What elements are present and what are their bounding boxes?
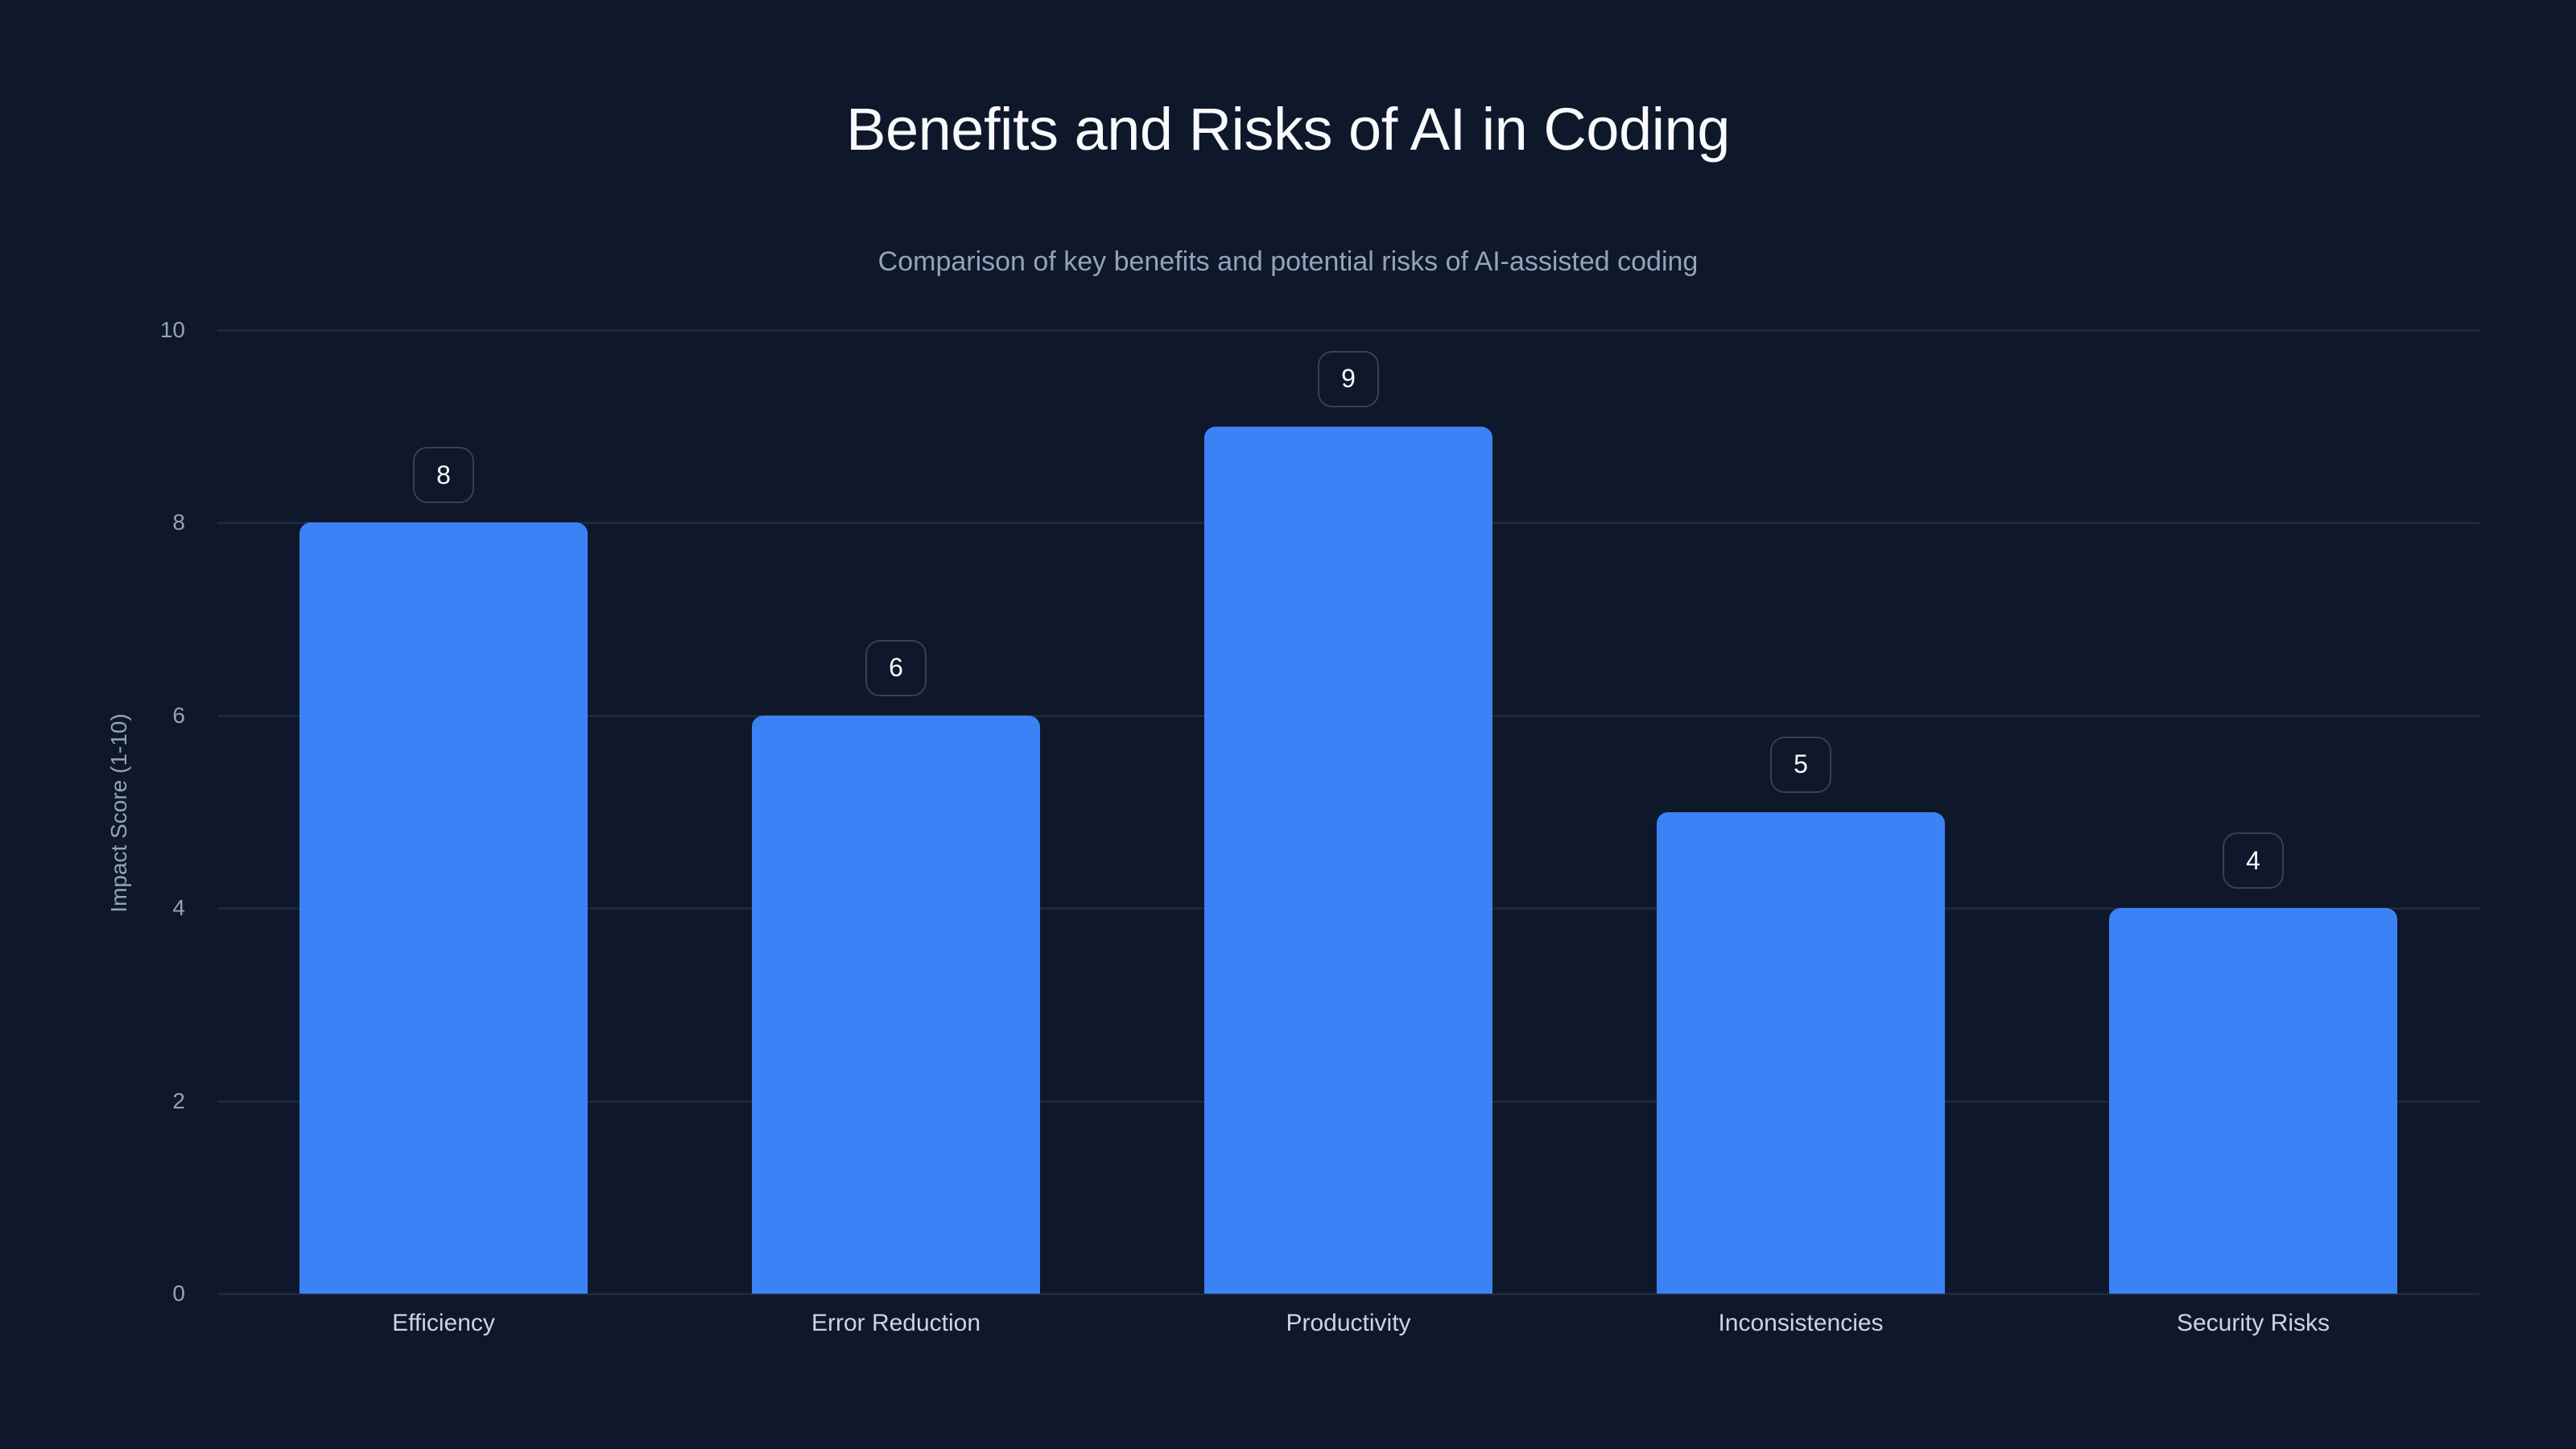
chart-subtitle: Comparison of key benefits and potential… — [877, 246, 1699, 277]
chart-title: Benefits and Risks of AI in Coding — [846, 96, 1730, 163]
value-label-badge: 6 — [865, 639, 927, 696]
bar-group: 4 — [2109, 330, 2397, 1294]
gridline — [217, 329, 2479, 332]
x-tick-label: Inconsistencies — [1718, 1310, 1884, 1336]
x-tick-label: Efficiency — [392, 1310, 495, 1336]
x-tick-label: Error Reduction — [811, 1310, 981, 1336]
y-axis-label: Impact Score (1-10) — [106, 713, 131, 913]
bar-group: 8 — [299, 330, 588, 1294]
y-tick-label: 4 — [172, 895, 185, 921]
gridline — [217, 1293, 2479, 1295]
value-label-badge: 8 — [413, 447, 474, 504]
y-tick-label: 10 — [159, 317, 185, 342]
plot-area: 0 2 4 6 8 10 8 6 9 5 4 — [160, 317, 2479, 1306]
x-tick-label: Security Risks — [2176, 1310, 2330, 1336]
bar[interactable] — [2109, 908, 2397, 1294]
bar-group: 5 — [1657, 330, 1945, 1294]
bar-group: 6 — [752, 330, 1040, 1294]
bar[interactable] — [299, 522, 588, 1294]
value-label-badge: 5 — [1770, 736, 1831, 793]
y-tick-label: 2 — [172, 1088, 185, 1113]
bar[interactable] — [752, 715, 1040, 1294]
x-tick-label: Productivity — [1286, 1310, 1411, 1336]
value-label-badge: 4 — [2223, 832, 2284, 890]
bar[interactable] — [1657, 811, 1945, 1294]
value-label-badge: 9 — [1318, 350, 1379, 407]
bar[interactable] — [1204, 426, 1492, 1294]
y-tick-label: 8 — [172, 510, 185, 535]
bar-group: 9 — [1204, 330, 1492, 1294]
y-tick-label: 6 — [172, 702, 185, 728]
y-tick-label: 0 — [172, 1281, 185, 1306]
